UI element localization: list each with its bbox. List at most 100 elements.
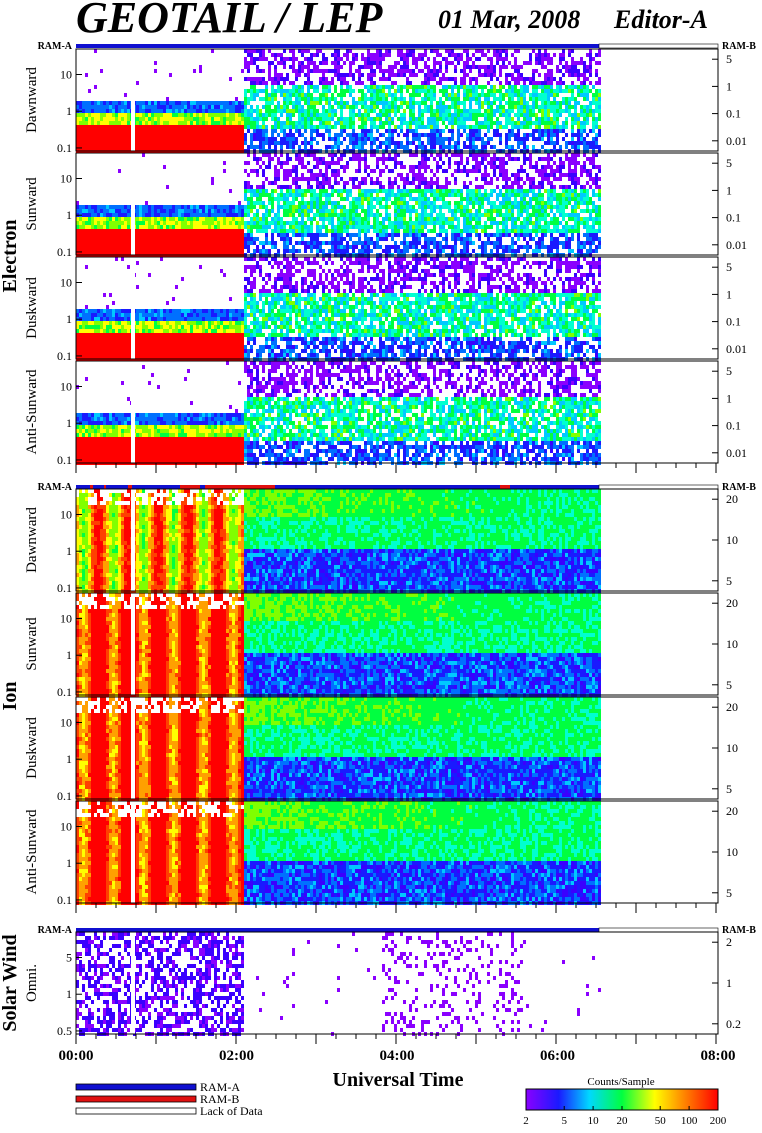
spectrogram-cell xyxy=(319,121,322,125)
spectrogram-cell xyxy=(286,193,289,197)
spectrogram-cell xyxy=(370,201,373,205)
spectrogram-cell xyxy=(268,165,271,169)
spectrogram-cell xyxy=(385,85,388,89)
spectrogram-cell xyxy=(166,249,169,253)
spectrogram-cell xyxy=(280,189,283,193)
spectrogram-cell xyxy=(169,241,172,245)
spectrogram-cell xyxy=(403,145,406,149)
spectrogram-cell xyxy=(367,201,370,205)
spectrogram-cell xyxy=(388,185,391,189)
spectrogram-cell xyxy=(298,89,301,93)
spectrogram-cell xyxy=(280,85,283,89)
spectrogram-cell xyxy=(520,125,523,129)
spectrogram-cell xyxy=(448,105,451,109)
spectrogram-cell xyxy=(262,181,265,185)
spectrogram-cell xyxy=(259,53,262,57)
spectrogram-cell xyxy=(259,229,262,233)
spectrogram-cell xyxy=(364,217,367,221)
spectrogram-cell xyxy=(391,121,394,125)
spectrogram-cell xyxy=(304,221,307,225)
spectrogram-cell xyxy=(379,221,382,225)
spectrogram-cell xyxy=(160,217,163,221)
spectrogram-cell xyxy=(205,249,208,253)
spectrogram-cell xyxy=(382,77,385,81)
spectrogram-cell xyxy=(412,233,415,237)
spectrogram-cell xyxy=(370,237,373,241)
spectrogram-cell xyxy=(79,229,82,233)
spectrogram-cell xyxy=(100,113,103,117)
spectrogram-cell xyxy=(238,221,241,225)
spectrogram-cell xyxy=(520,141,523,145)
spectrogram-cell xyxy=(421,161,424,165)
spectrogram-cell xyxy=(190,249,193,253)
spectrogram-cell xyxy=(418,213,421,217)
spectrogram-cell xyxy=(532,97,535,101)
spectrogram-cell xyxy=(343,197,346,201)
spectrogram-cell xyxy=(262,129,265,133)
spectrogram-cell xyxy=(400,85,403,89)
spectrogram-cell xyxy=(589,141,592,145)
spectrogram-cell xyxy=(361,97,364,101)
spectrogram-cell xyxy=(262,213,265,217)
spectrogram-cell xyxy=(391,129,394,133)
spectrogram-cell xyxy=(151,129,154,133)
spectrogram-cell xyxy=(124,121,127,125)
spectrogram-cell xyxy=(190,217,193,221)
spectrogram-cell xyxy=(220,133,223,137)
spectrogram-cell xyxy=(325,97,328,101)
spectrogram-cell xyxy=(412,129,415,133)
spectrogram-cell xyxy=(520,105,523,109)
spectrogram-cell xyxy=(82,237,85,241)
spectrogram-cell xyxy=(277,121,280,125)
spectrogram-cell xyxy=(85,213,88,217)
spectrogram-cell xyxy=(310,177,313,181)
spectrogram-cell xyxy=(445,61,448,65)
spectrogram-cell xyxy=(349,245,352,249)
spectrogram-cell xyxy=(154,237,157,241)
spectrogram-cell xyxy=(364,165,367,169)
spectrogram-cell xyxy=(541,137,544,141)
spectrogram-cell xyxy=(337,161,340,165)
spectrogram-cell xyxy=(268,97,271,101)
spectrogram-cell xyxy=(157,109,160,113)
spectrogram-cell xyxy=(322,209,325,213)
spectrogram-cell xyxy=(250,217,253,221)
spectrogram-cell xyxy=(85,125,88,129)
spectrogram-cell xyxy=(268,193,271,197)
spectrogram-cell xyxy=(589,105,592,109)
spectrogram-cell xyxy=(97,121,100,125)
spectrogram-cell xyxy=(514,69,517,73)
spectrogram-cell xyxy=(424,65,427,69)
spectrogram-cell xyxy=(565,109,568,113)
spectrogram-cell xyxy=(127,125,130,129)
spectrogram-cell xyxy=(232,233,235,237)
spectrogram-cell xyxy=(487,137,490,141)
spectrogram-cell xyxy=(520,89,523,93)
spectrogram-cell xyxy=(283,109,286,113)
spectrogram-cell xyxy=(577,61,580,65)
spectrogram-cell xyxy=(274,165,277,169)
spectrogram-cell xyxy=(139,221,142,225)
spectrogram-cell xyxy=(232,109,235,113)
spectrogram-cell xyxy=(484,73,487,77)
spectrogram-cell xyxy=(547,117,550,121)
spectrogram-cell xyxy=(286,73,289,77)
spectrogram-cell xyxy=(454,141,457,145)
spectrogram-cell xyxy=(154,69,157,73)
spectrogram-cell xyxy=(571,105,574,109)
spectrogram-cell xyxy=(217,209,220,213)
spectrogram-cell xyxy=(430,69,433,73)
spectrogram-cell xyxy=(253,169,256,173)
right-tick-label: 0.01 xyxy=(726,134,747,148)
spectrogram-cell xyxy=(427,141,430,145)
spectrogram-cell xyxy=(250,85,253,89)
spectrogram-cell xyxy=(415,117,418,121)
spectrogram-cell xyxy=(310,205,313,209)
spectrogram-cell xyxy=(217,117,220,121)
spectrogram-cell xyxy=(430,193,433,197)
spectrogram-cell xyxy=(223,221,226,225)
spectrogram-cell xyxy=(85,221,88,225)
spectrogram-cell xyxy=(313,113,316,117)
spectrogram-cell xyxy=(514,81,517,85)
spectrogram-cell xyxy=(166,241,169,245)
